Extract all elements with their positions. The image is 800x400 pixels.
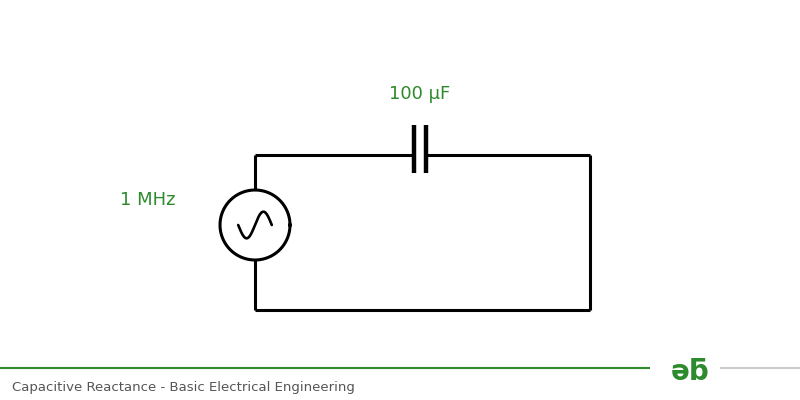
- Text: 100 μF: 100 μF: [390, 85, 450, 103]
- Text: Capacitive Reactance - Basic Electrical Engineering: Capacitive Reactance - Basic Electrical …: [12, 381, 355, 394]
- Text: 1 MHz: 1 MHz: [119, 191, 175, 209]
- Text: ǝƃ: ǝƃ: [670, 358, 710, 386]
